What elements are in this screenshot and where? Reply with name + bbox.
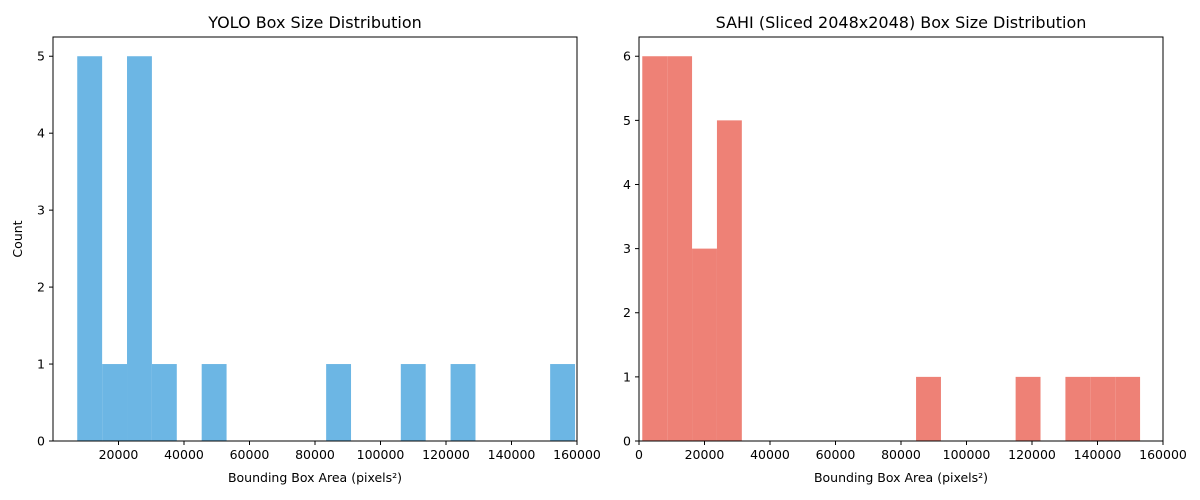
histogram-bar: [550, 364, 576, 441]
y-tick-label: 6: [623, 49, 631, 64]
y-tick-label: 2: [37, 280, 45, 295]
y-tick-label: 3: [623, 241, 631, 256]
x-tick-label: 160000: [1139, 447, 1187, 462]
histogram-bar: [102, 364, 128, 441]
histogram-bar: [1065, 376, 1091, 441]
histogram-bar: [77, 56, 103, 441]
y-tick-label: 4: [623, 177, 631, 192]
x-tick-label: 40000: [164, 447, 204, 462]
y-tick-label: 3: [37, 203, 45, 218]
x-axis-label: Bounding Box Area (pixels²): [814, 470, 988, 485]
x-axis-label: Bounding Box Area (pixels²): [228, 470, 402, 485]
x-tick-label: 140000: [488, 447, 536, 462]
histogram-bar: [642, 56, 668, 441]
histogram-bar: [201, 364, 227, 441]
x-tick-label: 60000: [816, 447, 856, 462]
y-tick-label: 0: [623, 434, 631, 449]
histogram-bar: [716, 120, 742, 441]
x-tick-label: 80000: [881, 447, 921, 462]
histogram-bar: [400, 364, 426, 441]
y-tick-label: 5: [623, 113, 631, 128]
bars: [77, 56, 576, 441]
x-tick-label: 120000: [1008, 447, 1056, 462]
x-tick-label: 100000: [943, 447, 991, 462]
y-tick-label: 1: [37, 357, 45, 372]
y-tick-label: 1: [623, 369, 631, 384]
histogram-bar: [151, 364, 177, 441]
histogram-bar: [450, 364, 476, 441]
histogram-bar: [1090, 376, 1116, 441]
histogram-bar: [326, 364, 352, 441]
histogram-bar: [916, 376, 941, 441]
chart-title: YOLO Box Size Distribution: [207, 13, 422, 32]
x-tick-label: 120000: [422, 447, 470, 462]
x-tick-label: 20000: [685, 447, 725, 462]
x-tick-label: 80000: [295, 447, 335, 462]
x-tick-label: 100000: [357, 447, 405, 462]
x-tick-label: 140000: [1074, 447, 1122, 462]
x-tick-label: 60000: [230, 447, 270, 462]
x-tick-label: 160000: [553, 447, 601, 462]
histogram-bar: [692, 248, 717, 441]
y-tick-label: 0: [37, 434, 45, 449]
x-tick-label: 20000: [99, 447, 139, 462]
histogram-bar: [1115, 376, 1141, 441]
x-tick-label: 0: [635, 447, 643, 462]
sahi-histogram-panel: SAHI (Sliced 2048x2048) Box Size Distrib…: [623, 13, 1187, 485]
y-axis-label: Count: [10, 220, 25, 257]
histogram-bar: [1015, 376, 1041, 441]
y-tick-label: 2: [623, 305, 631, 320]
bars: [642, 56, 1141, 441]
y-tick-label: 4: [37, 126, 45, 141]
y-tick-label: 5: [37, 49, 45, 64]
chart-title: SAHI (Sliced 2048x2048) Box Size Distrib…: [716, 13, 1087, 32]
histogram-bar: [667, 56, 693, 441]
yolo-histogram-panel: YOLO Box Size Distribution Bounding Box …: [10, 13, 601, 485]
histogram-bar: [127, 56, 152, 441]
x-tick-label: 40000: [750, 447, 790, 462]
